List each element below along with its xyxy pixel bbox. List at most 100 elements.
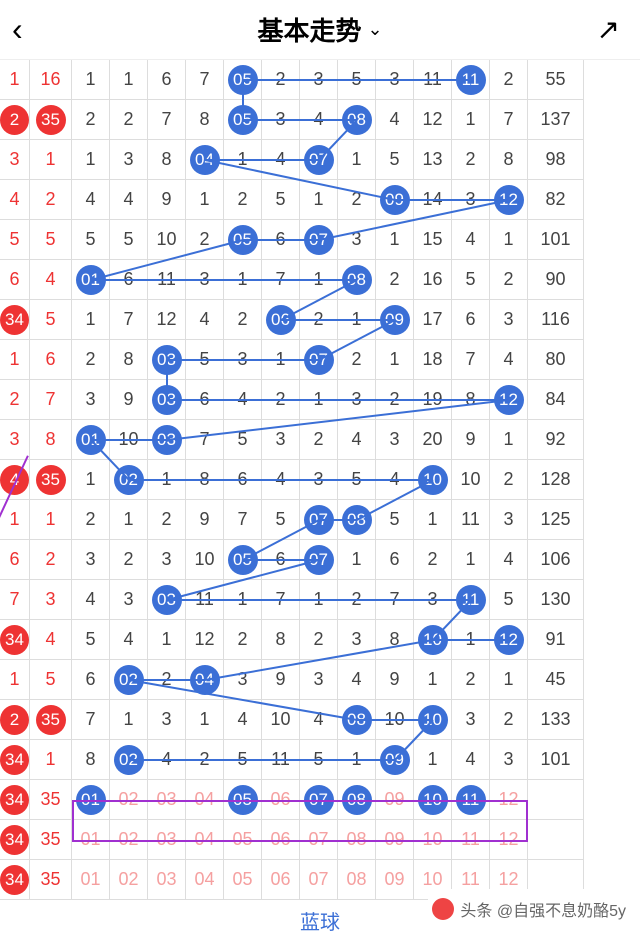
num-cell: 4 (110, 620, 148, 660)
num-cell: 4 (262, 140, 300, 180)
highlight-box (72, 800, 528, 842)
num-cell: 6 (72, 660, 110, 700)
num-cell: 5 (72, 220, 110, 260)
ball-cell: 04 (186, 140, 224, 180)
num-cell: 2 (224, 620, 262, 660)
row-idx: 2 (0, 700, 30, 740)
num-cell: 5 (300, 740, 338, 780)
num-cell: 1 (300, 260, 338, 300)
num-cell: 1 (72, 460, 110, 500)
sum-cell: 84 (528, 380, 584, 420)
num-cell: 2 (300, 620, 338, 660)
row-idx: 34 (0, 300, 30, 340)
ball-cell: 12 (490, 620, 528, 660)
ball-cell: 02 (110, 460, 148, 500)
num-cell: 9 (110, 380, 148, 420)
num-cell: 2 (224, 300, 262, 340)
num-cell: 1 (72, 60, 110, 100)
num-cell: 1 (338, 140, 376, 180)
num-cell: 3 (490, 500, 528, 540)
num-cell: 10 (148, 220, 186, 260)
sum-cell: 137 (528, 100, 584, 140)
row-sub: 2 (30, 540, 72, 580)
num-cell: 3 (452, 700, 490, 740)
num-cell: 9 (148, 180, 186, 220)
num-cell: 8 (186, 460, 224, 500)
sum-cell (528, 780, 584, 820)
num-cell: 3 (490, 300, 528, 340)
num-cell: 12 (186, 620, 224, 660)
num-cell: 08 (338, 860, 376, 900)
row-idx: 1 (0, 60, 30, 100)
row-sub: 5 (30, 220, 72, 260)
num-cell: 7 (490, 100, 528, 140)
page-title: 基本走势 (257, 11, 361, 48)
num-cell: 3 (490, 740, 528, 780)
sum-cell: 116 (528, 300, 584, 340)
num-cell: 1 (376, 340, 414, 380)
num-cell: 11 (262, 740, 300, 780)
num-cell: 9 (186, 500, 224, 540)
sum-cell: 101 (528, 740, 584, 780)
row-sub: 1 (30, 740, 72, 780)
ball-cell: 10 (414, 700, 452, 740)
sum-cell: 92 (528, 420, 584, 460)
num-cell: 11 (186, 580, 224, 620)
num-cell: 14 (414, 180, 452, 220)
row-sub: 35 (30, 700, 72, 740)
row-idx: 34 (0, 620, 30, 660)
num-cell: 2 (376, 380, 414, 420)
ball-cell: 05 (224, 220, 262, 260)
num-cell: 7 (148, 100, 186, 140)
ball-cell: 08 (338, 260, 376, 300)
num-cell: 1 (224, 140, 262, 180)
num-cell: 4 (148, 740, 186, 780)
num-cell: 3 (338, 620, 376, 660)
chevron-down-icon[interactable]: ⌄ (367, 19, 382, 40)
num-cell: 2 (338, 580, 376, 620)
num-cell: 5 (110, 220, 148, 260)
ball-cell: 04 (186, 660, 224, 700)
num-cell: 8 (72, 740, 110, 780)
num-cell: 6 (148, 60, 186, 100)
num-cell: 1 (110, 500, 148, 540)
ball-cell: 09 (376, 740, 414, 780)
num-cell: 4 (262, 460, 300, 500)
ball-cell: 01 (72, 420, 110, 460)
num-cell: 8 (452, 380, 490, 420)
back-icon[interactable]: ‹ (12, 11, 23, 48)
ball-cell: 05 (224, 540, 262, 580)
num-cell: 2 (452, 140, 490, 180)
num-cell: 6 (376, 540, 414, 580)
num-cell: 6 (262, 220, 300, 260)
num-cell: 8 (490, 140, 528, 180)
num-cell: 3 (338, 220, 376, 260)
ball-cell: 07 (300, 500, 338, 540)
num-cell: 4 (300, 700, 338, 740)
num-cell: 1 (110, 60, 148, 100)
sum-cell: 133 (528, 700, 584, 740)
num-cell: 5 (376, 140, 414, 180)
row-sub: 35 (30, 100, 72, 140)
num-cell: 1 (376, 220, 414, 260)
ball-cell: 07 (300, 140, 338, 180)
num-cell: 1 (262, 340, 300, 380)
row-sub: 7 (30, 380, 72, 420)
num-cell: 5 (338, 60, 376, 100)
share-icon[interactable]: ↗ (597, 13, 620, 46)
num-cell: 6 (110, 260, 148, 300)
num-cell: 3 (224, 660, 262, 700)
num-cell: 1 (452, 540, 490, 580)
ball-cell: 07 (300, 340, 338, 380)
num-cell: 4 (186, 300, 224, 340)
num-cell: 16 (414, 260, 452, 300)
num-cell: 2 (72, 100, 110, 140)
ball-cell: 10 (414, 460, 452, 500)
num-cell: 2 (300, 420, 338, 460)
row-idx: 3 (0, 420, 30, 460)
num-cell: 2 (224, 180, 262, 220)
num-cell: 20 (414, 420, 452, 460)
num-cell: 5 (72, 620, 110, 660)
num-cell: 3 (110, 580, 148, 620)
ball-cell: 07 (300, 220, 338, 260)
